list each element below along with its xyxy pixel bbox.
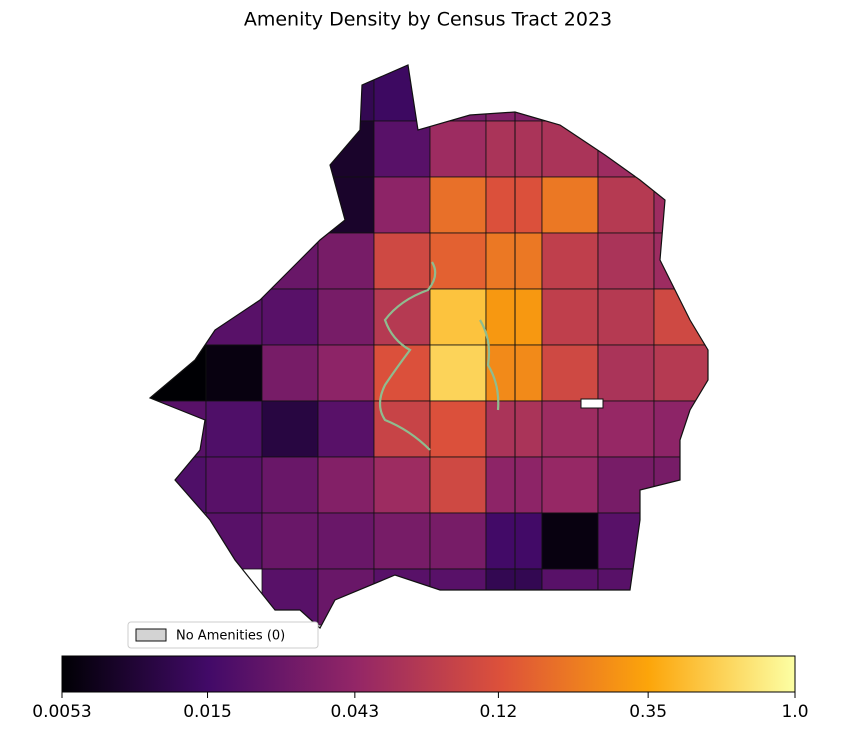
colorbar-ticks: 0.0053 0.015 0.043 0.12 0.35 1.0	[32, 692, 809, 722]
tract	[205, 344, 263, 402]
colorbar-tick-label: 0.0053	[32, 702, 91, 722]
tract	[261, 232, 319, 290]
tract	[150, 456, 207, 514]
tract	[597, 456, 655, 514]
tract	[541, 512, 599, 570]
tract	[373, 456, 431, 514]
tract	[205, 400, 263, 458]
tract	[597, 232, 655, 290]
tract	[597, 400, 655, 458]
tract	[485, 400, 543, 458]
county-outline	[148, 64, 709, 629]
tract	[597, 288, 655, 346]
tract	[373, 120, 431, 178]
tract	[485, 120, 543, 178]
tract	[373, 232, 431, 290]
tract	[317, 456, 375, 514]
tract	[429, 400, 487, 458]
tract	[653, 288, 708, 346]
tract	[541, 400, 599, 458]
tract	[373, 65, 431, 122]
colorbar-tick-label: 0.015	[183, 702, 232, 722]
map-title: Amenity Density by Census Tract 2023	[244, 9, 612, 31]
tract	[317, 176, 375, 234]
empty-tract	[580, 398, 604, 409]
tract	[541, 288, 599, 346]
tract	[429, 232, 487, 290]
legend-label: No Amenities (0)	[176, 629, 285, 644]
tract	[429, 65, 487, 122]
tract	[485, 512, 543, 570]
tract	[541, 176, 599, 234]
tract	[317, 120, 375, 178]
tract	[485, 456, 543, 514]
tract	[541, 120, 599, 178]
tract	[373, 288, 431, 346]
tract	[317, 512, 375, 570]
tract	[653, 344, 708, 402]
tract-layer	[150, 65, 708, 626]
tract	[205, 456, 263, 514]
tract	[429, 176, 487, 234]
tract	[485, 288, 543, 346]
tract	[485, 344, 543, 402]
tract	[261, 400, 319, 458]
tract	[597, 512, 655, 570]
tract	[261, 288, 319, 346]
tract	[597, 344, 655, 402]
tract	[261, 512, 319, 570]
tract	[485, 176, 543, 234]
tract	[541, 344, 599, 402]
tract	[597, 568, 655, 626]
colorbar	[61, 655, 796, 693]
colorbar-tick-label: 0.12	[479, 702, 517, 722]
tract	[597, 176, 655, 234]
tract	[429, 344, 487, 402]
river	[378, 261, 500, 451]
tract	[429, 512, 487, 570]
tract	[261, 568, 319, 626]
tract	[429, 120, 487, 178]
tract	[317, 65, 375, 122]
tract	[653, 232, 708, 290]
tract	[205, 512, 263, 570]
tract	[317, 400, 375, 458]
tract	[261, 344, 319, 402]
tract	[150, 344, 207, 402]
tract	[653, 400, 708, 458]
tract	[317, 232, 375, 290]
tract	[429, 568, 487, 626]
tract	[373, 176, 431, 234]
tract	[597, 120, 655, 178]
tract	[485, 568, 543, 626]
legend-patch	[135, 628, 167, 642]
tract	[485, 232, 543, 290]
tract	[429, 456, 487, 514]
tract	[261, 456, 319, 514]
legend-box	[127, 621, 319, 649]
tract	[317, 288, 375, 346]
tract	[541, 232, 599, 290]
tract	[429, 288, 487, 346]
tract	[317, 344, 375, 402]
tract	[541, 568, 599, 626]
tract	[373, 512, 431, 570]
tract	[541, 456, 599, 514]
colorbar-tick-label: 0.043	[331, 702, 380, 722]
colorbar-tick-label: 0.35	[629, 702, 667, 722]
colorbar-tick-label: 1.0	[781, 702, 808, 722]
